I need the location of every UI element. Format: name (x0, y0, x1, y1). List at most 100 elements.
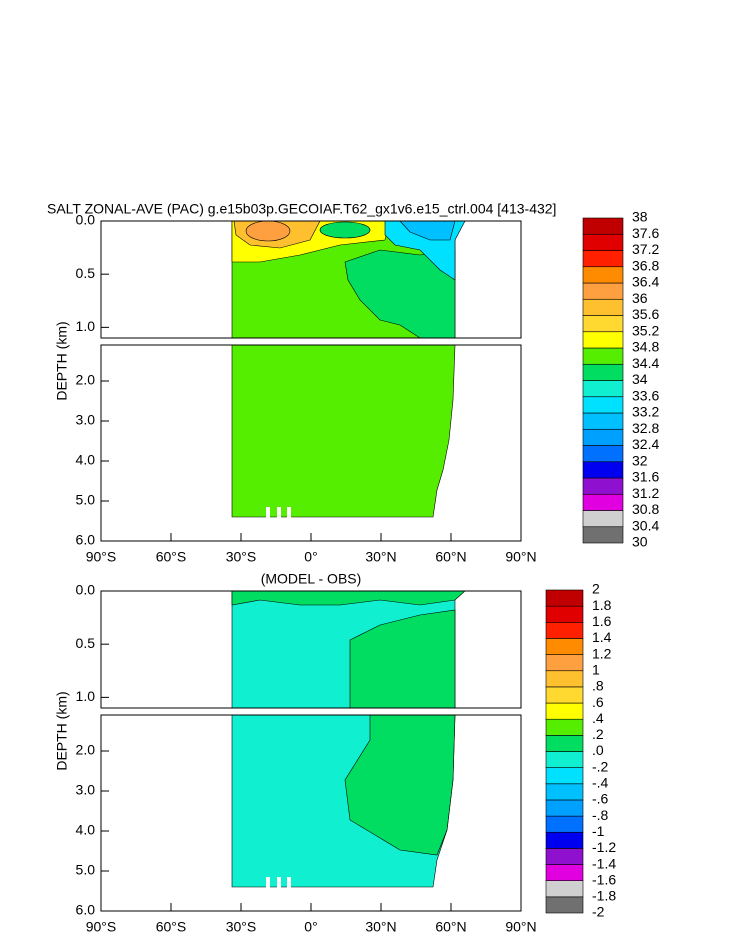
y-tick-label: 3.0 (76, 412, 96, 428)
colorbar-box (582, 493, 624, 511)
colorbar-label: 32.4 (632, 436, 659, 452)
gap (277, 877, 281, 888)
colorbar-label: 32 (632, 452, 648, 468)
colorbar-box (545, 864, 584, 881)
colorbar-box (545, 605, 584, 623)
y-tick-label: 0.0 (76, 212, 96, 228)
colorbar-box (582, 298, 624, 316)
colorbar-label: -2 (592, 904, 605, 920)
colorbar-label: 1.4 (592, 629, 612, 645)
chart-title: (MODEL - OBS) (261, 571, 362, 587)
colorbar-box (545, 848, 584, 865)
colorbar-box (582, 477, 624, 495)
colorbar-label: 34.4 (632, 355, 659, 371)
x-tick-label: 0° (304, 919, 317, 935)
colorbar-label: .0 (592, 742, 604, 758)
colorbar-box (545, 654, 584, 672)
colorbar-box (545, 638, 584, 655)
colorbar-label: 1.8 (592, 597, 612, 613)
y-tick-label: 5.0 (76, 492, 96, 508)
y-tick-label: 4.0 (76, 452, 96, 468)
colorbar-label: 34 (632, 371, 648, 387)
colorbar-box (582, 250, 624, 268)
colorbar-box (582, 233, 624, 251)
y-tick-label: 4.0 (76, 822, 96, 838)
region (231, 590, 466, 606)
y-tick-label: 2.0 (76, 372, 96, 388)
y-tick-label: 3.0 (76, 782, 96, 798)
y-tick-label: 5.0 (76, 862, 96, 878)
colorbar-box (545, 815, 584, 833)
colorbar-label: 32.8 (632, 420, 659, 436)
colorbar-label: 36 (632, 290, 648, 306)
colorbar-box (545, 783, 584, 801)
colorbar-label: 33.2 (632, 404, 659, 420)
x-tick-label: 90°S (86, 919, 117, 935)
x-tick-label: 60°N (435, 549, 466, 565)
colorbar-box (582, 380, 624, 398)
colorbar-label: -1.4 (592, 855, 616, 871)
colorbar-box (582, 363, 624, 381)
colorbar-label: 2 (592, 581, 600, 597)
panel-frame (100, 590, 522, 709)
x-tick-label: 30°S (226, 549, 257, 565)
colorbar-box (582, 428, 624, 446)
colorbar-box (582, 266, 624, 284)
region (245, 220, 291, 242)
colorbar-label: 34.8 (632, 339, 659, 355)
y-tick-label: 0.0 (76, 582, 96, 598)
colorbar-box (545, 670, 584, 688)
colorbar-box (582, 315, 624, 333)
colorbar-label: 1 (592, 661, 600, 677)
y-tick-label: 0.5 (76, 265, 96, 281)
colorbar-label: .8 (592, 678, 604, 694)
colorbar-box (545, 896, 584, 914)
colorbar-box (582, 347, 624, 365)
x-tick-label: 0° (304, 549, 317, 565)
colorbar-label: -1.6 (592, 871, 616, 887)
region (231, 344, 456, 518)
x-tick-label: 60°N (435, 919, 466, 935)
colorbar-box (582, 217, 624, 235)
x-tick-label: 60°S (156, 919, 187, 935)
gap (277, 507, 281, 518)
colorbar-label: 30.8 (632, 501, 659, 517)
y-tick-label: 1.0 (76, 318, 96, 334)
colorbar-box (582, 445, 624, 463)
region (319, 221, 371, 239)
colorbar-label: 1.6 (592, 613, 612, 629)
colorbar-box (545, 880, 584, 898)
colorbar-label: -.4 (592, 775, 609, 791)
y-tick-label: 2.0 (76, 742, 96, 758)
colorbar-box (545, 767, 584, 785)
colorbar-label: .4 (592, 710, 604, 726)
colorbar-box (582, 396, 624, 414)
colorbar-box (582, 526, 624, 544)
colorbar-label: 30.4 (632, 517, 659, 533)
colorbar-box (545, 718, 584, 736)
colorbar-label: 36.8 (632, 257, 659, 273)
x-tick-label: 90°N (505, 919, 536, 935)
colorbar-box (545, 735, 584, 752)
colorbar-label: 31.6 (632, 469, 659, 485)
x-tick-label: 30°N (365, 919, 396, 935)
gap (266, 507, 270, 518)
colorbar-box (582, 461, 624, 479)
x-tick-label: 30°S (226, 919, 257, 935)
colorbar-label: 37.2 (632, 241, 659, 257)
gap (287, 507, 291, 518)
colorbar-box (582, 510, 624, 528)
y-tick-label: 0.5 (76, 635, 96, 651)
y-tick-label: 6.0 (76, 902, 96, 918)
colorbar-box (582, 282, 624, 300)
colorbar-box (545, 621, 584, 639)
colorbar-label: -1.8 (592, 888, 616, 904)
field-bottom (231, 590, 466, 888)
chart-title: SALT ZONAL-AVE (PAC) g.e15b03p.GECOIAF.T… (47, 201, 556, 217)
colorbar-label: -1.2 (592, 839, 616, 855)
y-tick-label: 6.0 (76, 532, 96, 548)
colorbar-label: 30 (632, 534, 648, 550)
region (344, 714, 456, 856)
colorbar-box (545, 799, 584, 817)
